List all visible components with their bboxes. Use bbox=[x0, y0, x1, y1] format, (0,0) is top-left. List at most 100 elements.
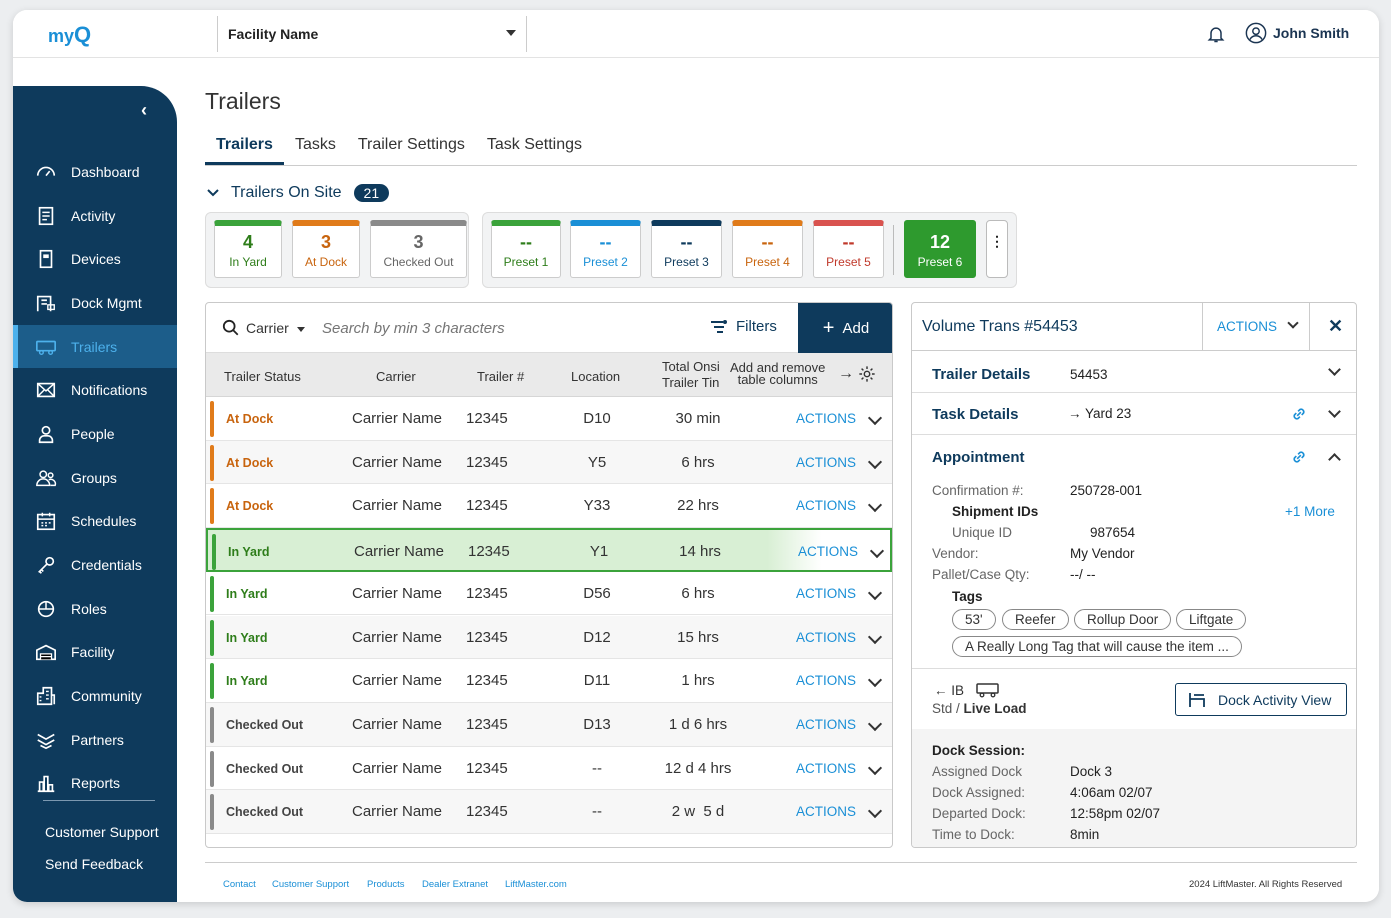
stat-card-preset-2[interactable]: -- Preset 2 bbox=[570, 220, 641, 278]
sidebar-item-facility[interactable]: Facility bbox=[13, 631, 177, 675]
tag-chip[interactable]: A Really Long Tag that will cause the it… bbox=[952, 636, 1242, 657]
footer-link-liftmaster[interactable]: LiftMaster.com bbox=[505, 879, 567, 890]
table-row[interactable]: In Yard Carrier Name 12345 Y1 14 hrs ACTIONS bbox=[206, 528, 892, 572]
table-row[interactable]: At Dock Carrier Name 12345 Y5 6 hrs ACTIONS bbox=[206, 440, 892, 485]
col-trailer-status[interactable]: Trailer Status bbox=[224, 369, 301, 384]
row-actions-link[interactable]: ACTIONS bbox=[796, 454, 857, 470]
row-actions-link[interactable]: ACTIONS bbox=[796, 673, 857, 689]
stat-card-preset-4[interactable]: -- Preset 4 bbox=[732, 220, 803, 278]
table-row[interactable]: In Yard Carrier Name 12345 D12 15 hrs ACTIONS bbox=[206, 615, 892, 660]
col-trailer-number[interactable]: Trailer # bbox=[477, 369, 525, 384]
sidebar-item-schedules[interactable]: Schedules bbox=[13, 500, 177, 544]
trailer-details-section[interactable]: Trailer Details 54453 bbox=[912, 351, 1356, 393]
sidebar-item-dashboard[interactable]: Dashboard bbox=[13, 150, 177, 194]
row-actions-link[interactable]: ACTIONS bbox=[796, 804, 857, 820]
table-row[interactable]: In Yard Carrier Name 12345 D11 1 hrs ACTIONS bbox=[206, 659, 892, 703]
stat-card-preset-6[interactable]: 12 Preset 6 bbox=[904, 220, 976, 278]
col-location[interactable]: Location bbox=[571, 369, 621, 384]
row-actions-link[interactable]: ACTIONS bbox=[798, 544, 859, 560]
sidebar-item-community[interactable]: Community bbox=[13, 674, 177, 718]
link-icon[interactable] bbox=[1290, 448, 1308, 466]
table-row[interactable]: At Dock Carrier Name 12345 Y33 22 hrs ACTIONS bbox=[206, 484, 892, 529]
table-row[interactable]: At Dock Carrier Name 12345 D10 30 min ACTIONS bbox=[206, 397, 892, 441]
sidebar-item-devices[interactable]: Devices bbox=[13, 237, 177, 281]
detail-actions-dropdown[interactable]: ACTIONS bbox=[1202, 303, 1310, 351]
col-carrier[interactable]: Carrier bbox=[376, 369, 416, 384]
filters-button[interactable]: Filters bbox=[710, 318, 777, 335]
chevron-down-icon[interactable] bbox=[869, 544, 885, 559]
unique-id-value: 987654 bbox=[1090, 525, 1136, 540]
tab-trailers[interactable]: Trailers bbox=[205, 136, 284, 165]
sidebar-item-partners[interactable]: Partners bbox=[13, 718, 177, 762]
stat-card-preset-5[interactable]: -- Preset 5 bbox=[813, 220, 884, 278]
chevron-up-icon[interactable] bbox=[1328, 453, 1341, 466]
footer-link-products[interactable]: Products bbox=[367, 879, 405, 890]
facility-dropdown[interactable]: Facility Name bbox=[217, 16, 527, 52]
footer-link-contact[interactable]: Contact bbox=[223, 879, 256, 890]
col-total-onsite[interactable]: Total Onsi Trailer Tin bbox=[662, 359, 722, 391]
chevron-down-icon[interactable] bbox=[867, 629, 883, 644]
link-icon[interactable] bbox=[1290, 405, 1308, 423]
more-options-icon[interactable]: ⋮ bbox=[986, 220, 1008, 278]
chevron-down-icon[interactable] bbox=[867, 760, 883, 775]
customer-support-link[interactable]: Customer Support bbox=[45, 824, 159, 840]
stat-card-preset-3[interactable]: -- Preset 3 bbox=[651, 220, 722, 278]
sidebar-item-trailers[interactable]: Trailers bbox=[13, 324, 177, 369]
table-row[interactable]: Checked Out Carrier Name 12345 -- 12 d 4 hrs… bbox=[206, 747, 892, 791]
user-menu[interactable]: John Smith bbox=[1245, 22, 1349, 44]
chevron-down-icon[interactable] bbox=[867, 585, 883, 600]
table-row[interactable]: In Yard Carrier Name 12345 D56 6 hrs ACTIONS bbox=[206, 572, 892, 616]
row-actions-link[interactable]: ACTIONS bbox=[796, 629, 857, 645]
sidebar-item-activity[interactable]: Activity bbox=[13, 194, 177, 238]
row-actions-link[interactable]: ACTIONS bbox=[796, 760, 857, 776]
row-actions-link[interactable]: ACTIONS bbox=[796, 585, 857, 601]
tag-chip[interactable]: Liftgate bbox=[1176, 609, 1247, 630]
add-remove-columns[interactable]: Add and remove table columns bbox=[730, 361, 825, 386]
sidebar-item-roles[interactable]: Roles bbox=[13, 587, 177, 631]
search-field-selector[interactable]: Carrier bbox=[246, 320, 305, 336]
chevron-down-icon[interactable] bbox=[867, 454, 883, 469]
appointment-title[interactable]: Appointment bbox=[932, 449, 1025, 466]
row-actions-link[interactable]: ACTIONS bbox=[796, 716, 857, 732]
collapse-sidebar-icon[interactable]: ‹ bbox=[141, 100, 147, 120]
myq-logo[interactable]: myQ bbox=[48, 22, 91, 48]
tag-chip[interactable]: Reefer bbox=[1002, 609, 1069, 630]
sidebar-item-credentials[interactable]: Credentials bbox=[13, 543, 177, 587]
tag-chip[interactable]: Rollup Door bbox=[1074, 609, 1172, 630]
stat-card-checked-out[interactable]: 3 Checked Out bbox=[370, 220, 467, 278]
chevron-down-icon[interactable] bbox=[867, 673, 883, 688]
row-actions-link[interactable]: ACTIONS bbox=[796, 498, 857, 514]
tag-chip[interactable]: 53' bbox=[952, 609, 996, 630]
dock-activity-view-button[interactable]: Dock Activity View bbox=[1175, 683, 1347, 716]
gear-icon[interactable] bbox=[858, 365, 876, 383]
chevron-down-icon[interactable] bbox=[867, 410, 883, 426]
sidebar-item-groups[interactable]: Groups bbox=[13, 456, 177, 500]
trailers-onsite-header[interactable]: Trailers On Site 21 bbox=[207, 184, 390, 202]
chevron-down-icon[interactable] bbox=[867, 498, 883, 513]
tab-trailer-settings[interactable]: Trailer Settings bbox=[357, 136, 465, 153]
table-row[interactable]: Checked Out Carrier Name 12345 D13 1 d 6 hrs… bbox=[206, 702, 892, 747]
stat-card-in-yard[interactable]: 4 In Yard bbox=[214, 220, 282, 278]
bell-icon[interactable] bbox=[1206, 24, 1226, 44]
close-icon[interactable]: ✕ bbox=[1328, 316, 1344, 336]
tab-tasks[interactable]: Tasks bbox=[294, 136, 336, 153]
task-details-section[interactable]: Task Details → Yard 23 bbox=[912, 393, 1356, 435]
table-row[interactable]: Checked Out Carrier Name 12345 -- 2 w 5 d ACT… bbox=[206, 790, 892, 834]
chevron-down-icon[interactable] bbox=[867, 804, 883, 819]
chevron-down-icon[interactable] bbox=[867, 716, 883, 731]
more-shipments-link[interactable]: +1 More bbox=[1285, 504, 1335, 519]
stat-card-at-dock[interactable]: 3 At Dock bbox=[292, 220, 360, 278]
footer-link-dealer[interactable]: Dealer Extranet bbox=[422, 879, 489, 890]
add-button[interactable]: + Add bbox=[798, 303, 892, 353]
sidebar-item-reports[interactable]: Reports bbox=[13, 762, 177, 806]
sidebar-item-notifications[interactable]: Notifications bbox=[13, 368, 177, 412]
send-feedback-link[interactable]: Send Feedback bbox=[45, 856, 144, 872]
sidebar-item-people[interactable]: People bbox=[13, 412, 177, 456]
row-actions-link[interactable]: ACTIONS bbox=[796, 411, 857, 426]
cell-trailer-number: 12345 bbox=[466, 672, 508, 690]
footer-link-support[interactable]: Customer Support bbox=[272, 879, 350, 890]
tab-task-settings[interactable]: Task Settings bbox=[486, 136, 582, 153]
search-input[interactable] bbox=[322, 317, 572, 339]
sidebar-item-dock-mgmt[interactable]: Dock Mgmt bbox=[13, 281, 177, 325]
stat-card-preset-1[interactable]: -- Preset 1 bbox=[491, 220, 561, 278]
